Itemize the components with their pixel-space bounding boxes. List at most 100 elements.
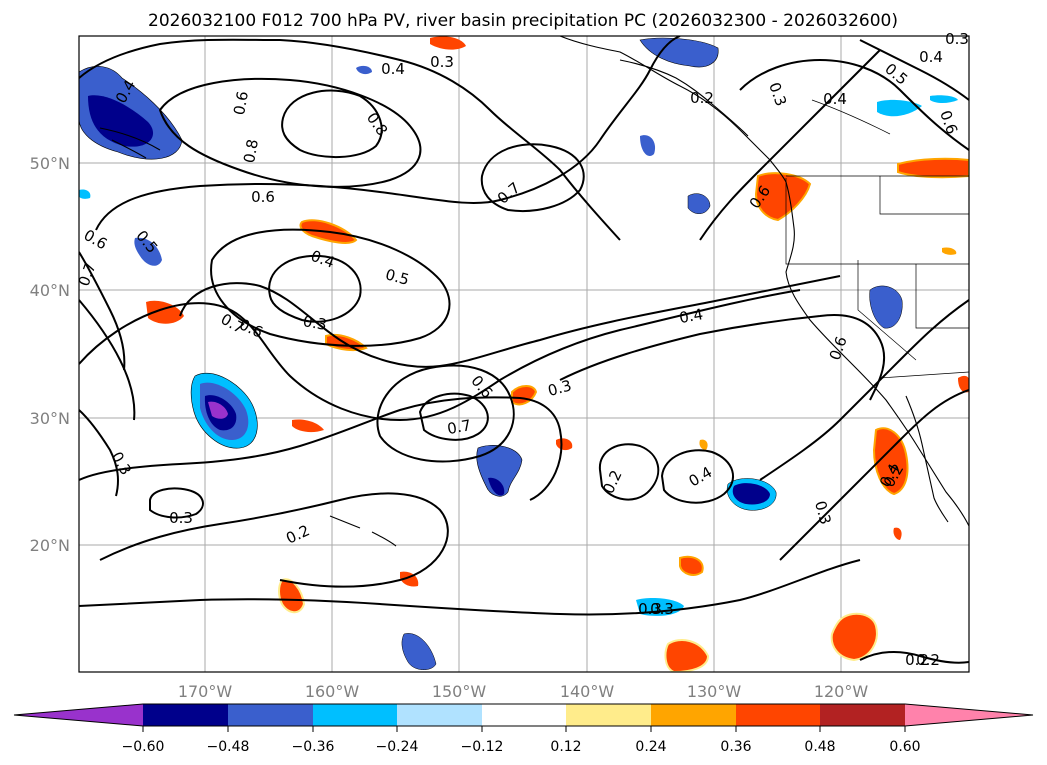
border-us-mexico bbox=[879, 371, 969, 379]
contour-label: 0.2 bbox=[916, 651, 940, 669]
contour-0.2-south bbox=[79, 559, 861, 616]
coastline-alaska-panhandle bbox=[619, 59, 749, 137]
neg-blob-top bbox=[356, 65, 372, 75]
contour-0.4-ring-east bbox=[660, 449, 734, 504]
neg-blob-n1 bbox=[640, 135, 656, 156]
contour-0.3-small-ring bbox=[149, 487, 204, 519]
contour-0.2-ring bbox=[598, 443, 660, 501]
neg-blob-w2 bbox=[79, 189, 91, 199]
neg-blob-127w bbox=[732, 483, 770, 505]
contour-0.5-ne bbox=[699, 49, 881, 241]
precip-shading bbox=[79, 36, 969, 672]
pos-blob-s3 bbox=[664, 639, 710, 672]
colorbar-segment bbox=[228, 704, 313, 726]
contour-0.4-ring bbox=[210, 228, 451, 347]
border-states-4 bbox=[857, 260, 917, 361]
colorbar-segment bbox=[820, 704, 905, 726]
lon-tick-labels: 170°W 160°W 150°W 140°W 130°W 120°W bbox=[178, 682, 869, 701]
coastlines bbox=[99, 36, 969, 547]
lat-tick-label: 50°N bbox=[30, 154, 70, 173]
pos-blob-ne bbox=[897, 157, 969, 179]
plot-title: 2026032100 F012 700 hPa PV, river basin … bbox=[148, 11, 898, 31]
lon-tick-label: 170°W bbox=[178, 682, 233, 701]
pos-blob-e2 bbox=[958, 375, 969, 393]
neg-blob-ca bbox=[869, 285, 903, 329]
colorbar-segment bbox=[482, 704, 566, 726]
coastline-aleutians bbox=[99, 127, 161, 159]
contour-0.3-east2 bbox=[779, 389, 969, 561]
contour-label: 0.5 bbox=[383, 265, 411, 289]
map-background bbox=[79, 36, 969, 672]
colorbar-max-extension bbox=[905, 704, 1033, 726]
colorbar-segment bbox=[566, 704, 651, 726]
contour-label: 0.4 bbox=[919, 48, 943, 66]
colorbar-segment bbox=[736, 704, 820, 726]
contour-0.5-mid bbox=[95, 36, 681, 231]
neg-core-nw bbox=[88, 95, 154, 147]
colorbar-segment bbox=[313, 704, 397, 726]
colorbar-tick-label: −0.12 bbox=[461, 739, 504, 755]
colorbar-tick-label: 0.60 bbox=[889, 739, 920, 755]
contour-0.4-north bbox=[79, 38, 621, 241]
pos-blob-29n bbox=[292, 419, 324, 433]
lon-tick-label: 140°W bbox=[560, 682, 615, 701]
contour-0.8-ring bbox=[281, 89, 383, 158]
neg-blob-bc2 bbox=[930, 95, 958, 103]
colorbar-ticks: −0.60 −0.48 −0.36 −0.24 −0.12 0.12 0.24 … bbox=[122, 726, 921, 755]
contour-label: 0.3 bbox=[302, 312, 329, 334]
contour-0.2-se bbox=[859, 650, 969, 664]
border-states-2 bbox=[879, 176, 969, 215]
contour-0.7-ring bbox=[480, 143, 585, 212]
lon-tick-label: 150°W bbox=[432, 682, 487, 701]
neg-core-147w bbox=[488, 477, 505, 496]
contour-0.3-west bbox=[79, 409, 119, 497]
contour-label: 0.6 bbox=[230, 90, 252, 117]
contour-label: 0.3 bbox=[650, 600, 674, 618]
contour-label: 0.3 bbox=[638, 600, 662, 618]
contour-0.3-hawaii bbox=[99, 492, 449, 588]
pos-blob-se2 bbox=[893, 527, 902, 540]
contour-0.6-north bbox=[158, 77, 422, 188]
neg-blob-bc bbox=[877, 99, 922, 117]
contour-0.7-west bbox=[79, 251, 126, 371]
contour-label: 0.3 bbox=[811, 499, 835, 527]
neg-blob-s bbox=[401, 633, 437, 670]
contour-label: 0.7 bbox=[446, 416, 473, 438]
colorbar-tick-label: −0.36 bbox=[292, 739, 335, 755]
border-alaska-canada bbox=[811, 99, 891, 135]
contour-label: 0.4 bbox=[678, 305, 705, 327]
contour-0.6-west bbox=[79, 299, 136, 421]
coastline-baja bbox=[905, 395, 949, 523]
border-states-1 bbox=[785, 178, 969, 265]
contour-label: 0.6 bbox=[251, 188, 275, 206]
colorbar: −0.60 −0.48 −0.36 −0.24 −0.12 0.12 0.24 … bbox=[13, 703, 1034, 755]
contour-label: 0.2 bbox=[690, 89, 714, 107]
borders bbox=[785, 99, 969, 379]
colorbar-tick-label: 0.24 bbox=[635, 739, 666, 755]
map-area: 0.4 0.4 0.3 0.3 0.4 0.5 0.6 0.2 0.3 0.4 … bbox=[30, 30, 970, 701]
lon-tick-label: 130°W bbox=[687, 682, 742, 701]
border-states-3 bbox=[915, 264, 969, 329]
pos-blob-m bbox=[699, 439, 708, 450]
contour-0.6-ring-south bbox=[376, 364, 515, 463]
colorbar-tick-label: 0.12 bbox=[550, 739, 581, 755]
colorbar-min-extension bbox=[14, 704, 143, 726]
colorbar-segment bbox=[397, 704, 482, 726]
lat-tick-label: 40°N bbox=[30, 281, 70, 300]
contour-0.5-band bbox=[179, 275, 841, 368]
contour-0.4-ne bbox=[739, 58, 969, 151]
pos-blob-e bbox=[942, 247, 957, 255]
lon-tick-label: 120°W bbox=[814, 682, 869, 701]
pos-blob-se bbox=[830, 612, 878, 662]
contour-0.3-south bbox=[79, 396, 563, 501]
pv-contours bbox=[79, 36, 969, 664]
neg-blob-w bbox=[134, 237, 162, 266]
pos-blob-wa bbox=[754, 172, 812, 222]
contour-label: 0.3 bbox=[169, 509, 193, 527]
neg-peak-170w bbox=[208, 401, 228, 419]
pos-blob-s2 bbox=[679, 555, 704, 576]
neg-blob-147w bbox=[476, 445, 523, 497]
coastline-hawaii bbox=[329, 515, 397, 547]
pos-blob-sw bbox=[278, 578, 306, 614]
